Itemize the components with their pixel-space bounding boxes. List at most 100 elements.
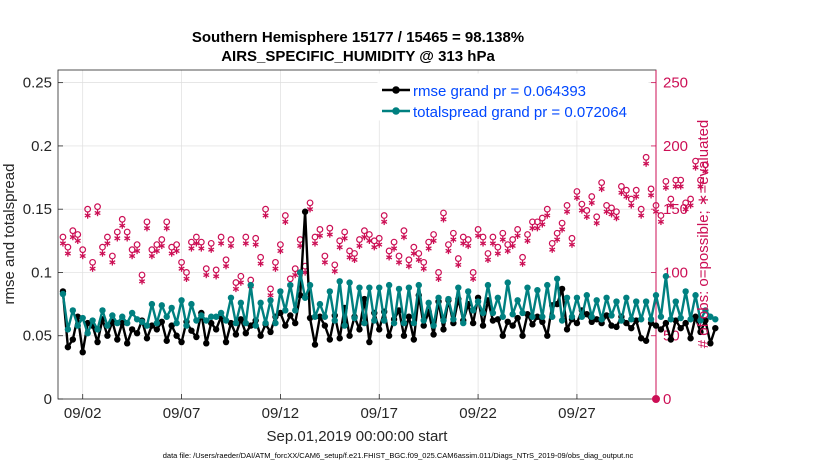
totalspread-point [593, 297, 600, 304]
totalspread-point [272, 319, 279, 327]
obs-evaluated-marker [613, 214, 620, 222]
obs-evaluated-stroke [499, 237, 506, 242]
totalspread-point [474, 298, 482, 305]
rmse-point [163, 337, 170, 344]
obs-possible-marker [613, 208, 620, 216]
totalspread-point [390, 319, 398, 327]
obs-possible-marker [222, 256, 230, 264]
obs-evaluated-stroke [371, 244, 378, 250]
rmse-point [534, 313, 541, 320]
obs-possible-marker [316, 226, 324, 233]
totalspread-point [188, 300, 195, 308]
obs-evaluated-marker [99, 250, 106, 257]
y2-tick-label: 100 [663, 264, 688, 281]
obs-possible-marker [415, 250, 423, 257]
obs-possible-marker [687, 195, 694, 203]
rmse-point [292, 319, 299, 327]
totalspread-point [573, 294, 581, 301]
obs-possible-marker [514, 226, 522, 233]
totalspread-point [425, 299, 432, 307]
rmse-point [193, 333, 200, 341]
obs-possible-marker [84, 205, 92, 213]
obs-possible-marker [449, 229, 457, 237]
obs-possible-marker [553, 229, 561, 237]
totalspread-point [524, 284, 531, 291]
obs-possible-marker [672, 176, 680, 184]
obs-evaluated-marker [489, 240, 497, 247]
obs-evaluated-stroke [445, 248, 452, 254]
totalspread-point [440, 317, 447, 324]
totalspread-point [519, 309, 526, 317]
obs-possible-marker [474, 226, 482, 233]
y-tick-label: 0.25 [23, 75, 52, 92]
totalspread-point [460, 319, 467, 327]
legend-rmse-label: rmse grand pr = 0.064393 [413, 83, 586, 100]
obs-evaluated-marker [509, 242, 516, 250]
obs-evaluated-marker [306, 205, 314, 213]
obs-possible-marker [380, 212, 388, 219]
totalspread-point [603, 294, 610, 301]
totalspread-point [356, 284, 363, 291]
x-tick-label: 09/17 [360, 405, 398, 422]
rmse-point [237, 316, 245, 323]
rmse-point [311, 341, 319, 348]
obs-evaluated-marker [222, 262, 230, 270]
totalspread-point [529, 313, 536, 320]
obs-evaluated-marker [351, 256, 358, 264]
obs-possible-marker [173, 241, 181, 249]
totalspread-point [509, 311, 516, 318]
obs-evaluated-marker [563, 208, 571, 215]
y2-tick-label: 0 [663, 391, 671, 408]
obs-possible-marker [257, 253, 265, 261]
totalspread-point [232, 319, 240, 327]
rmse-point [114, 336, 121, 343]
obs-evaluated-stroke [430, 238, 437, 243]
obs-possible-marker [435, 269, 442, 276]
obs-possible-marker [385, 247, 393, 255]
obs-evaluated-marker [514, 232, 521, 239]
totalspread-point [193, 317, 200, 324]
totalspread-point [534, 286, 541, 294]
obs-evaluated-marker [558, 226, 566, 233]
obs-evaluated-stroke [346, 255, 353, 260]
obs-evaluated-marker [242, 240, 249, 247]
totalspread-point [608, 312, 615, 319]
totalspread-point [316, 300, 324, 308]
obs-possible-marker [113, 228, 121, 236]
rmse-point [702, 317, 709, 324]
obs-possible-marker [59, 233, 67, 241]
obs-evaluated-stroke [618, 190, 625, 195]
obs-evaluated-stroke [415, 257, 422, 262]
totalspread-point [697, 317, 704, 324]
obs-evaluated-marker [326, 231, 333, 238]
series-lines [59, 208, 719, 356]
obs-evaluated-marker [390, 245, 398, 252]
totalspread-point [222, 317, 230, 324]
obs-possible-marker [252, 234, 260, 242]
obs-evaluated-stroke [376, 242, 383, 247]
obs-evaluated-stroke [504, 248, 511, 254]
obs-evaluated-marker [163, 224, 170, 232]
obs-evaluated-marker [114, 235, 121, 242]
obs-evaluated-stroke [638, 213, 645, 218]
rmse-point [504, 318, 511, 326]
obs-evaluated-stroke [198, 246, 205, 251]
rmse-point [499, 332, 506, 339]
obs-evaluated-marker [203, 271, 210, 279]
obs-possible-marker [291, 265, 299, 273]
obs-evaluated-marker [608, 211, 615, 218]
rmse-point [208, 319, 215, 327]
obs-evaluated-stroke [568, 242, 576, 247]
totalspread-point [549, 313, 556, 320]
rmse-point [603, 312, 610, 319]
obs-evaluated-stroke [524, 238, 531, 243]
obs-possible-marker [652, 201, 660, 209]
obs-possible-marker [578, 200, 586, 208]
obs-evaluated-stroke [494, 251, 501, 256]
obs-evaluated-stroke [563, 209, 571, 214]
obs-evaluated-marker [262, 212, 269, 219]
rmse-point [583, 311, 591, 318]
obs-possible-marker [469, 269, 477, 276]
totalspread-point [287, 281, 294, 289]
obs-possible-marker [563, 201, 571, 209]
